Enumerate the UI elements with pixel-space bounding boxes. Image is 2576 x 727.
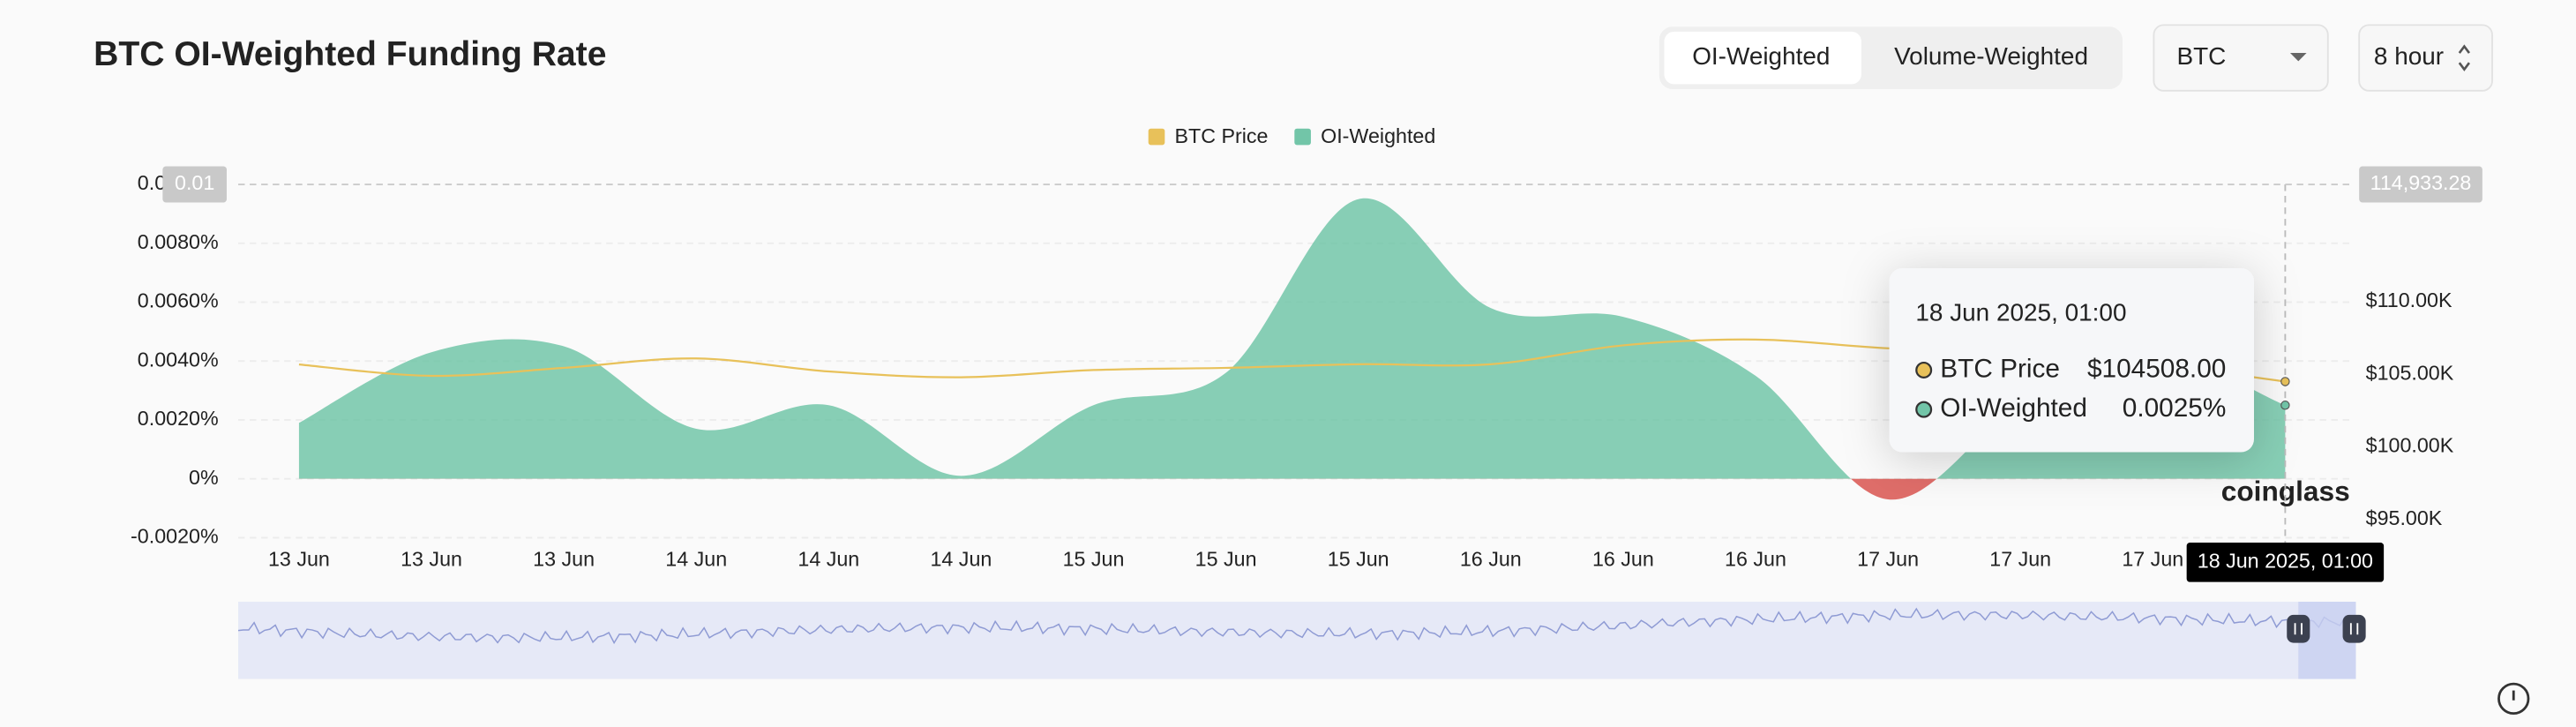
navigator [238, 602, 2356, 679]
hover-point [2280, 377, 2290, 386]
y2-tick-label: $100.00K [2366, 434, 2454, 457]
crosshair-y2-label: 114,933.28 [2370, 171, 2472, 194]
watermark: coinglass [2221, 475, 2350, 506]
x-tick-label: 17 Jun [1989, 548, 2051, 571]
area-negative [298, 478, 2286, 500]
tooltip-dot [1915, 401, 1933, 418]
x-tick-label: 13 Jun [401, 548, 462, 571]
x-tick-label: 13 Jun [268, 548, 330, 571]
tooltip-dot [1915, 361, 1933, 378]
x-tick-label: 14 Jun [930, 548, 992, 571]
spinner-icon [2458, 44, 2470, 71]
x-tick-label: 15 Jun [1063, 548, 1125, 571]
interval-label: 8 hour [2374, 42, 2444, 70]
crosshair-y-label: 0.01 [175, 171, 214, 194]
x-tick-label: 14 Jun [798, 548, 859, 571]
y2-tick-label: $110.00K [2366, 289, 2452, 311]
tooltip-value: 0.0025% [2123, 393, 2227, 423]
page-title: BTC OI-Weighted Funding Rate [94, 35, 606, 73]
y-tick-label: 0.0060% [138, 289, 219, 312]
tooltip-value: $104508.00 [2087, 354, 2226, 383]
y2-tick-label: $95.00K [2366, 506, 2443, 529]
x-tick-label: 13 Jun [533, 548, 595, 571]
legend-swatch [1294, 128, 1311, 146]
area [298, 198, 2286, 479]
navigator-line [237, 607, 2356, 645]
navigator-grip [2294, 623, 2303, 635]
x-tick-label: 16 Jun [1725, 548, 1786, 571]
legend-swatch [1148, 128, 1165, 146]
tooltip-title: 18 Jun 2025, 01:00 [1915, 299, 2126, 326]
navigator-handle[interactable] [2287, 614, 2310, 643]
x-tick-label: 16 Jun [1592, 548, 1654, 571]
tab[interactable]: OI-Weighted [1692, 42, 1830, 70]
tooltip-name: OI-Weighted [1940, 393, 2087, 423]
legend-label: BTC Price [1175, 124, 1269, 147]
crosshair-x-box [2186, 542, 2385, 582]
hover-point [2280, 401, 2290, 410]
y-tick-label: 0.0040% [138, 348, 219, 371]
crosshair-x-label: 18 Jun 2025, 01:00 [2198, 549, 2373, 572]
y-tick-label: -0.0020% [131, 525, 219, 548]
x-tick-label: 14 Jun [665, 548, 727, 571]
feedback-icon[interactable] [2497, 682, 2530, 716]
coin-select[interactable] [2153, 24, 2329, 92]
caret [2289, 53, 2307, 62]
x-tick-label: 15 Jun [1328, 548, 1389, 571]
navigator-grip [2349, 623, 2359, 635]
crosshair-y-box [162, 166, 227, 203]
y-tick-label: 0% [189, 466, 219, 489]
crosshair-y2-box [2359, 166, 2482, 203]
x-tick-label: 17 Jun [1857, 548, 1919, 571]
coin-label: BTC [2176, 42, 2226, 70]
navigator-handle[interactable] [2342, 614, 2366, 643]
tab-active[interactable] [1664, 31, 1861, 85]
y-tick-label: 0.0080% [138, 230, 219, 253]
x-tick-label: 15 Jun [1195, 548, 1257, 571]
legend-label: OI-Weighted [1321, 124, 1435, 147]
y2-tick-label: $105.00K [2366, 361, 2454, 384]
x-tick-label: 17 Jun [2122, 548, 2183, 571]
y-tick-label: 0.0020% [138, 407, 219, 430]
tooltip [1889, 267, 2254, 453]
tooltip-name: BTC Price [1940, 354, 2060, 383]
x-tick-label: 16 Jun [1460, 548, 1522, 571]
tab[interactable]: Volume-Weighted [1894, 42, 2088, 70]
interval-select[interactable] [2358, 24, 2493, 92]
